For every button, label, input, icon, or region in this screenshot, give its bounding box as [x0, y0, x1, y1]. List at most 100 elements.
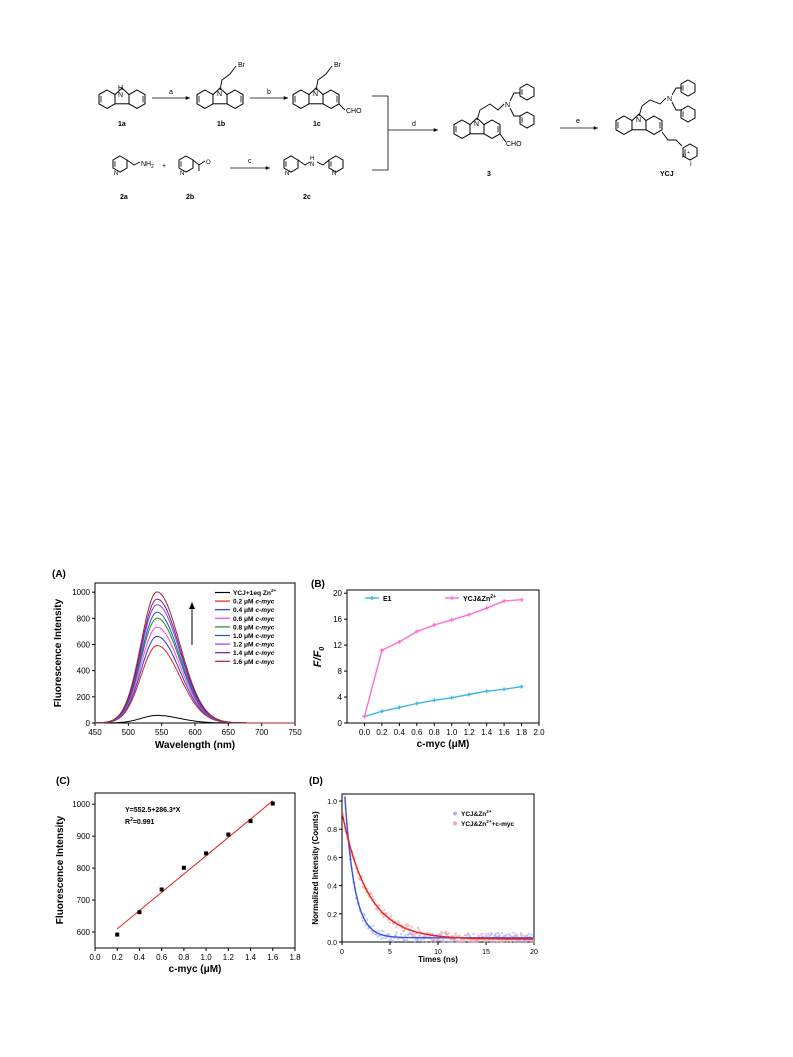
decay-point: [375, 933, 378, 936]
legend-entry-text: YCJ&Zn: [463, 596, 490, 603]
fit-r-squared: R2=0.991: [125, 817, 155, 826]
x-tick-label: 0.0: [89, 953, 101, 962]
x-tick-label: 1.6: [499, 728, 511, 737]
decay-point: [439, 933, 442, 936]
decay-point: [505, 933, 508, 937]
step-label-e: e: [576, 118, 580, 125]
decay-point: [456, 940, 459, 943]
x-tick-label: 20: [530, 949, 538, 956]
legend-entry-italic: c-myc: [255, 659, 274, 666]
decay-point: [446, 940, 449, 943]
merge-bracket: [372, 95, 389, 171]
decay-point: [363, 914, 366, 917]
legend-entry-italic: c-myc: [255, 633, 274, 640]
decay-fit-line: [344, 796, 533, 939]
legend-entry-text: 0.6 μM: [233, 616, 255, 623]
series-point: [519, 684, 524, 689]
series-point: [449, 695, 454, 700]
decay-point: [438, 939, 441, 942]
decay-point: [461, 940, 464, 943]
decay-point: [374, 933, 377, 936]
x-axis-label: c-myc (μM): [169, 964, 222, 975]
decay-point: [364, 924, 367, 927]
decay-point: [395, 926, 398, 929]
legend-entry: 0.2 μM c-myc: [233, 599, 275, 606]
compound-label-2a: 2a: [120, 194, 128, 201]
decay-point: [528, 939, 531, 942]
decay-point: [530, 933, 533, 936]
x-tick-label: 0.6: [411, 728, 423, 737]
atom-cho-label: CHO: [506, 141, 522, 148]
y-tick-label: 700: [77, 896, 91, 905]
iodide-label: I: [690, 162, 692, 168]
decay-point: [501, 932, 504, 935]
decay-point: [436, 939, 439, 942]
decay-point: [376, 935, 379, 938]
atom-n-label: N: [114, 171, 118, 177]
atom-nh2-label: NH: [141, 161, 151, 168]
decay-point: [416, 939, 419, 942]
decay-point: [441, 931, 444, 934]
decay-point: [422, 938, 425, 941]
y-tick-label: 800: [77, 614, 91, 623]
decay-point: [490, 940, 493, 944]
legend-entry: 0.8 μM c-myc: [233, 624, 275, 631]
decay-point: [404, 923, 407, 926]
synthesis-scheme: H N 1a a N Br 1b b N Br CHO 1c N NH2 2a …: [98, 62, 698, 201]
svg-text:NH2: NH2: [141, 161, 154, 170]
decay-point: [467, 940, 471, 944]
legend-entry-italic: c-myc: [255, 607, 274, 614]
series-point: [379, 709, 384, 714]
decay-point: [395, 931, 398, 934]
x-tick-label: 750: [288, 728, 302, 737]
x-tick-label: 500: [122, 728, 136, 737]
panel-label-c: (C): [56, 776, 70, 787]
data-point: [226, 832, 231, 837]
decay-point: [452, 935, 455, 938]
decay-point: [448, 940, 452, 944]
decay-point: [519, 933, 522, 937]
legend-entry-sup: 2+: [486, 819, 492, 824]
step-label-a: a: [169, 89, 173, 96]
decay-point: [454, 938, 457, 941]
svg-text:O: O: [206, 160, 211, 166]
atom-n-label: N: [118, 92, 123, 99]
legend-entry-text: 1.2 μM: [233, 642, 255, 649]
decay-point: [383, 909, 386, 912]
data-point: [270, 801, 275, 806]
decay-point: [366, 918, 369, 921]
legend-entry-text: E1: [383, 596, 392, 603]
panel-b: (B) F/F0 c-myc (μM) 0.0 0.2 0.4 0.6 0.8 1.0 1.…: [305, 565, 550, 755]
compound-1a: H N 1a: [98, 85, 146, 128]
decay-point: [370, 930, 373, 933]
y-tick-label: 0: [338, 719, 343, 728]
series-point: [484, 689, 489, 694]
step-label-b: b: [267, 89, 271, 96]
decay-point: [498, 933, 501, 936]
decay-point: [387, 933, 390, 936]
decay-point: [482, 935, 485, 938]
decay-point: [434, 939, 437, 942]
x-tick-label: 0: [340, 949, 344, 956]
x-tick-label: 0.4: [134, 953, 146, 962]
decay-point: [392, 940, 395, 943]
y-tick-label: 200: [77, 693, 91, 702]
atom-n-label: N: [636, 117, 641, 124]
legend-entry-text: YCJ&Zn: [461, 821, 486, 828]
legend-entry: 1.6 μM c-myc: [233, 659, 275, 666]
legend-entry: 0.4 μM c-myc: [233, 607, 275, 614]
data-point: [137, 910, 142, 915]
decay-point: [390, 914, 393, 917]
decay-point: [442, 940, 446, 943]
decay-point: [431, 932, 435, 935]
r-squared-value: =0.991: [133, 819, 155, 826]
decay-point: [463, 939, 466, 942]
y-tick-label: 0.2: [327, 912, 337, 919]
y-tick-label: 4: [338, 693, 343, 702]
y-tick-label: 20: [333, 589, 342, 598]
legend-entry-italic: c-myc: [255, 642, 274, 649]
legend-entry: YCJ+1eq Zn2+: [233, 588, 276, 597]
decay-point: [413, 940, 416, 944]
x-tick-label: 1.8: [516, 728, 528, 737]
decay-point: [451, 940, 454, 943]
